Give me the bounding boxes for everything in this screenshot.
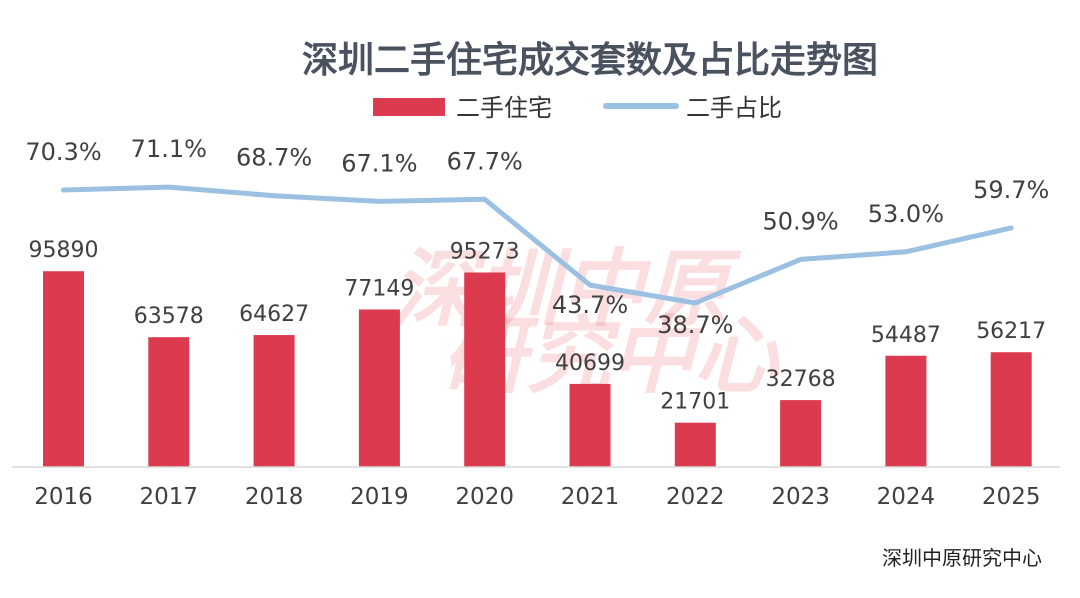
share-label-2022: 38.7%: [657, 311, 733, 339]
share-label-2024: 53.0%: [868, 200, 944, 228]
legend-label-line: 二手占比: [686, 94, 782, 122]
bar-label-2025: 56217: [976, 319, 1046, 344]
bar-label-2020: 95273: [450, 239, 520, 264]
chart-title: 深圳二手住宅成交套数及占比走势图: [302, 39, 878, 81]
bar-2016: [43, 271, 84, 467]
share-label-2025: 59.7%: [973, 176, 1049, 204]
source-label: 深圳中原研究中心: [882, 546, 1042, 570]
share-label-2020: 67.7%: [447, 147, 523, 175]
bar-2022: [674, 422, 716, 467]
bar-2018: [253, 335, 295, 467]
bar-2021: [569, 383, 611, 467]
share-label-2017: 71.1%: [131, 135, 207, 163]
bar-label-2023: 32768: [766, 367, 836, 392]
x-axis-ticks: 2016 2017 2018 2019 2020 2021 2022 2023 2024 2025: [34, 484, 1040, 510]
legend: 二手住宅 二手占比: [373, 94, 782, 122]
line-series: [61, 184, 1014, 306]
bar-series: [43, 271, 1032, 467]
x-tick-2023: 2023: [771, 484, 830, 510]
bar-2023: [780, 400, 822, 467]
bar-2017: [148, 337, 190, 467]
x-tick-2016: 2016: [34, 484, 93, 510]
bar-label-2018: 64627: [239, 302, 309, 327]
share-label-2019: 67.1%: [341, 149, 417, 177]
bar-2024: [885, 355, 927, 467]
line-data-labels: 70.3% 71.1% 68.7% 67.1% 67.7% 43.7% 38.7% 50.9%…: [25, 135, 1049, 339]
x-tick-2017: 2017: [140, 484, 199, 510]
share-label-2021: 43.7%: [552, 291, 628, 319]
x-tick-2020: 2020: [455, 484, 514, 510]
watermark-line-1: 深圳中原: [392, 240, 742, 338]
legend-swatch-bar: [373, 98, 445, 116]
bar-2020: [464, 272, 506, 467]
x-tick-2022: 2022: [666, 484, 725, 510]
bar-2019: [358, 309, 400, 467]
x-tick-2019: 2019: [350, 484, 409, 510]
legend-label-bar: 二手住宅: [456, 94, 552, 122]
share-label-2018: 68.7%: [236, 144, 312, 172]
bar-label-2019: 77149: [344, 276, 414, 301]
x-tick-2024: 2024: [877, 484, 936, 510]
bar-label-2024: 54487: [871, 323, 941, 348]
bar-label-2022: 21701: [660, 390, 730, 415]
share-label-2016: 70.3%: [25, 138, 101, 166]
x-tick-2021: 2021: [561, 484, 620, 510]
share-line: [61, 184, 1014, 306]
x-tick-2018: 2018: [245, 484, 304, 510]
bar-label-2017: 63578: [134, 304, 204, 329]
bar-label-2021: 40699: [555, 351, 625, 376]
share-label-2023: 50.9%: [762, 207, 838, 235]
bar-data-labels: 95890 63578 64627 77149 95273 40699 21701 32768…: [29, 238, 1047, 414]
x-tick-2025: 2025: [982, 484, 1041, 510]
bar-2025: [990, 352, 1032, 467]
bar-label-2016: 95890: [29, 238, 99, 263]
